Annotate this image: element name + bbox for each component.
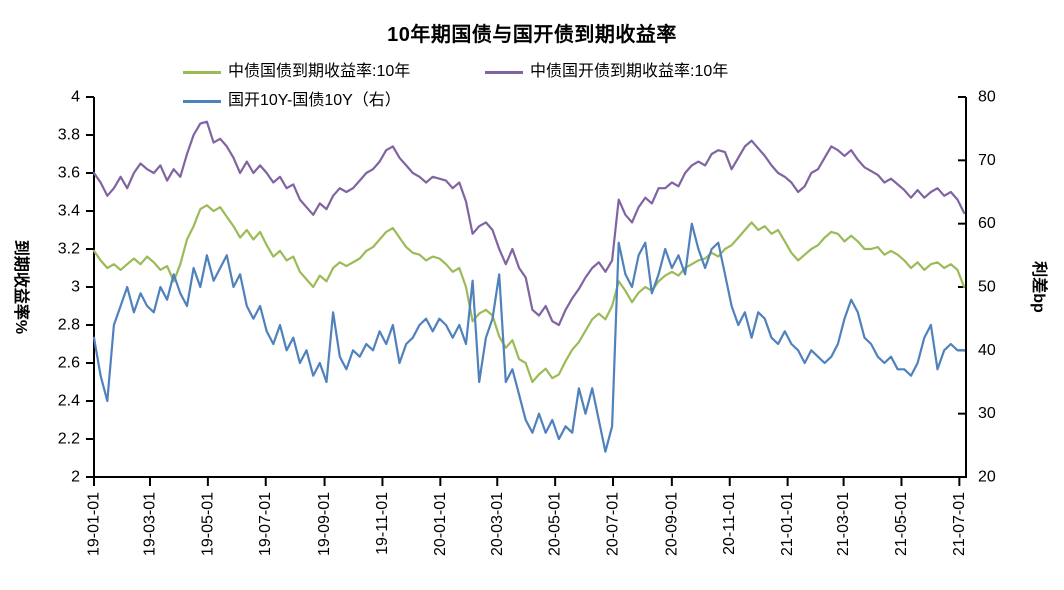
y-right-tick-label: 60 [978,215,996,232]
y-left-tick-label: 3.4 [58,203,80,220]
legend-swatch-treasury-line [183,70,221,74]
y-left-tick-label: 3.2 [58,241,80,258]
x-tick-label: 20-11-01 [721,492,738,555]
legend-swatch-spread-line [183,99,221,103]
series-line-2 [92,222,966,453]
y-left-tick-label: 3 [71,279,80,296]
x-tick-label: 19-09-01 [316,492,333,556]
x-tick-label: 19-03-01 [141,492,158,556]
legend-label-cdb-yield: 中债国开债到期收益率:10年 [530,63,729,80]
x-tick-label: 21-05-01 [893,492,910,556]
y-right-tick-label: 80 [978,89,996,106]
series-line-1 [92,120,966,327]
x-tick-label: 20-09-01 [663,492,680,556]
chart-title: 10年期国债与国开债到期收益率 [387,24,677,46]
legend-item-spread: 国开10Y-国债10Y（右） [183,92,401,110]
y-right-tick-label: 20 [978,469,996,486]
y-left-tick-label: 2 [71,469,80,486]
y-left-tick-label: 4 [71,89,80,106]
x-tick-label: 19-05-01 [199,492,216,556]
y-left-axis-title: 到期收益率% [12,239,29,335]
legend-label-spread: 国开10Y-国债10Y（右） [228,92,401,109]
y-left-tick-label: 2.2 [58,431,80,448]
y-left-tick-label: 2.6 [58,355,80,372]
y-right-tick-label: 50 [978,279,996,296]
x-tick-label: 19-01-01 [86,492,103,556]
x-tick-label: 20-05-01 [547,492,564,556]
legend-item-treasury-yield: 中债国债到期收益率:10年 [183,63,410,81]
axis-frame [93,97,967,478]
x-tick-label: 21-07-01 [951,492,968,556]
x-tick-label: 19-07-01 [257,492,274,556]
legend-swatch-cdb-line [485,70,523,74]
x-tick-label: 20-03-01 [489,492,506,556]
y-right-axis-title: 利差bp [1030,261,1047,313]
series-line-0 [92,204,966,384]
legend-item-cdb-yield: 中债国开债到期收益率:10年 [485,63,728,81]
y-left-tick-label: 3.6 [58,165,80,182]
x-tick-label: 21-03-01 [835,492,852,556]
x-tick-label: 20-01-01 [432,492,449,556]
legend-label-treasury-yield: 中债国债到期收益率:10年 [228,63,411,80]
y-left-tick-label: 2.4 [58,393,80,410]
y-right-tick-label: 70 [978,152,996,169]
y-left-tick-label: 3.8 [58,127,80,144]
y-left-tick-label: 2.8 [58,317,80,334]
x-tick-label: 21-01-01 [779,492,796,556]
y-right-tick-label: 40 [978,342,996,359]
x-tick-label: 19-11-01 [374,492,391,555]
y-right-tick-label: 30 [978,405,996,422]
x-tick-label: 20-07-01 [605,492,622,556]
